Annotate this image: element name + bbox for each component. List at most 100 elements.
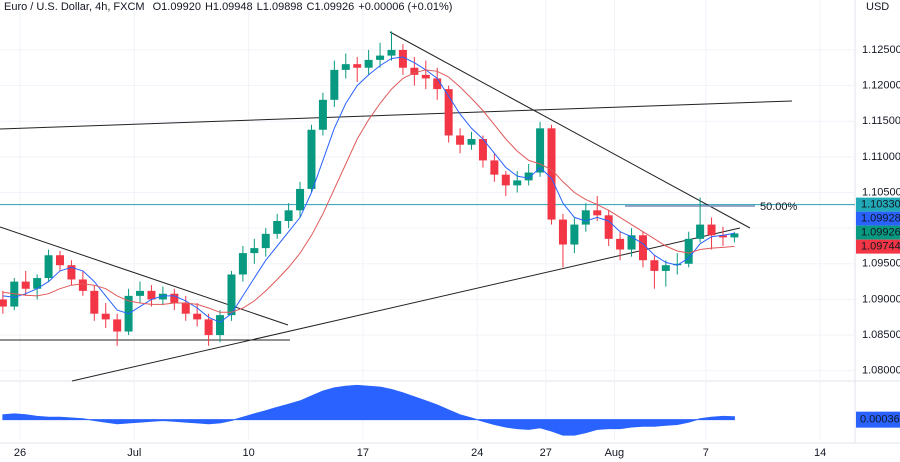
moving-average — [2, 56, 735, 323]
candle-body — [56, 255, 65, 266]
y-tick-label: 1.11000 — [862, 151, 900, 163]
candle-body — [616, 238, 625, 250]
candle-body — [227, 274, 236, 316]
ohlc-value: 1.09948 — [213, 1, 253, 13]
candle-body — [604, 215, 613, 239]
candle-body — [90, 290, 99, 314]
oscillator-tag-label: 0.00036 — [860, 414, 900, 426]
candle-body — [216, 315, 225, 336]
x-tick-label: Jul — [127, 447, 141, 459]
candle-body — [558, 219, 567, 245]
price-tag-label: 1.09926 — [861, 227, 900, 239]
candle-body — [341, 64, 350, 70]
candle-body — [0, 299, 7, 307]
symbol: Euro / U.S. Dollar, 4h, FXCM — [4, 1, 145, 13]
candle-body — [536, 128, 545, 173]
candle-body — [330, 69, 339, 100]
candle-body — [21, 281, 30, 289]
ohlc-key: C — [307, 1, 315, 13]
x-tick-label: 27 — [540, 447, 552, 459]
candle-body — [570, 224, 579, 245]
price-tag — [856, 225, 900, 240]
candle-body — [490, 160, 499, 175]
candle-body — [627, 235, 636, 250]
candle-body — [718, 235, 727, 238]
x-tick-label: 10 — [242, 447, 254, 459]
x-tick-label: 7 — [703, 447, 709, 459]
y-tick-label: 1.08500 — [862, 329, 900, 341]
y-tick-label: 1.08000 — [862, 365, 900, 377]
candle-body — [238, 253, 247, 275]
price-tag — [856, 197, 900, 212]
candle-body — [433, 78, 442, 90]
candle-body — [456, 135, 465, 145]
price-tag — [856, 211, 900, 226]
trendline — [71, 227, 741, 382]
x-tick-label: 24 — [471, 447, 483, 459]
candle-body — [581, 210, 590, 225]
candle-body — [204, 319, 213, 336]
header: Euro / U.S. Dollar, 4h, FXCM O 1.09920 H 1.… — [4, 1, 452, 13]
price-tag-label: 1.09744 — [861, 241, 900, 253]
candle-body — [78, 279, 87, 291]
candle-body — [353, 64, 362, 68]
candle-body — [650, 260, 659, 271]
candle-body — [136, 290, 145, 296]
candle-body — [44, 255, 53, 279]
candle-body — [707, 224, 716, 236]
x-tick-label: 26 — [14, 447, 26, 459]
y-tick-label: 1.12000 — [862, 79, 900, 91]
currency-box — [862, 0, 900, 14]
price-tag-label: 1.09928 — [861, 213, 900, 225]
plot-area — [0, 31, 739, 346]
candle-body — [673, 263, 682, 266]
candle-body — [513, 180, 522, 186]
fib-label: 50.00% — [760, 201, 798, 213]
candle-body — [387, 49, 396, 56]
ohlc-key: O — [153, 1, 162, 13]
oscillator-area — [2, 384, 735, 436]
candle-body — [147, 290, 156, 300]
candle-body — [170, 293, 179, 304]
candle-body — [67, 265, 76, 280]
candle-body — [250, 248, 259, 254]
candle-body — [307, 129, 316, 189]
candle-body — [696, 224, 705, 239]
candle-body — [318, 99, 327, 130]
candle-body — [296, 188, 305, 211]
oscillator-tag — [856, 411, 900, 428]
y-tick-label: 1.09500 — [862, 258, 900, 270]
candle-body — [501, 174, 510, 186]
candle-body — [547, 128, 556, 220]
axes: 1.080001.085001.090001.095001.100001.105… — [14, 44, 900, 459]
y-tick-label: 1.09000 — [862, 293, 900, 305]
candle-body — [410, 67, 419, 75]
oscillator-pane: 0.00036 — [2, 384, 900, 436]
candle-body — [684, 238, 693, 264]
candle-body — [376, 55, 385, 60]
candle-body — [444, 89, 453, 136]
candle-body — [101, 313, 110, 320]
candle-body — [661, 265, 670, 271]
y-tick-label: 1.12500 — [862, 44, 900, 56]
currency: USD — [866, 1, 889, 13]
x-tick-label: 17 — [357, 447, 369, 459]
y-tick-label: 1.10500 — [862, 186, 900, 198]
trendline — [0, 100, 793, 130]
change: +0.00006 (+0.01%) — [358, 1, 452, 13]
x-tick-label: 14 — [814, 447, 826, 459]
candle-body — [181, 303, 190, 314]
ohlc-key: H — [205, 1, 213, 13]
candle-body — [261, 233, 270, 249]
candle-body — [193, 313, 202, 320]
candle-body — [467, 139, 476, 145]
ohlc-value: 1.09920 — [161, 1, 201, 13]
candle-body — [421, 74, 430, 79]
candle-body — [33, 278, 42, 289]
ohlc-value: 1.09926 — [315, 1, 355, 13]
trendline — [389, 31, 751, 229]
ohlc-key: L — [257, 1, 263, 13]
y-tick-label: 1.11500 — [862, 115, 900, 127]
